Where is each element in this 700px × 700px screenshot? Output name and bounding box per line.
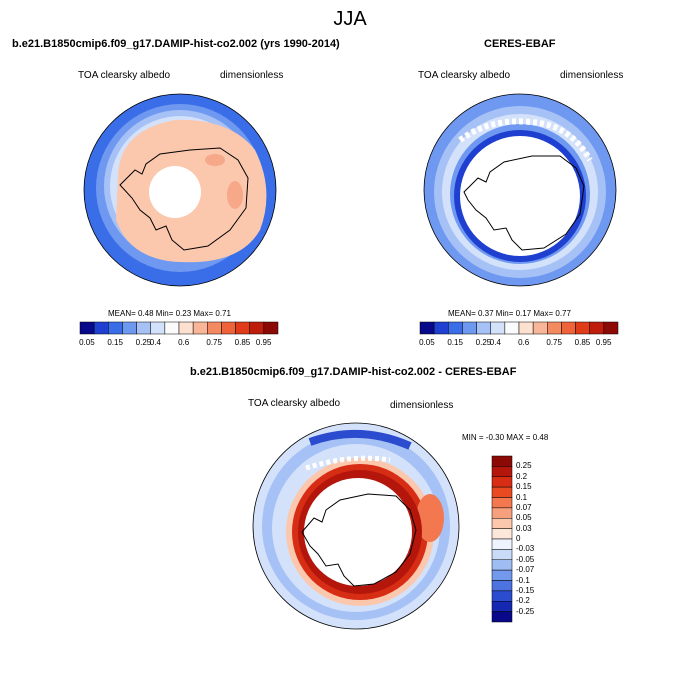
colorbar-swatch xyxy=(433,321,449,335)
colorbar-swatch xyxy=(207,321,222,335)
colorbar-swatch xyxy=(462,321,477,335)
colorbar-swatch xyxy=(192,321,208,335)
colorbar-tick-label: 0.05 xyxy=(419,338,435,347)
colorbar-swatch xyxy=(122,321,137,335)
model-units-label: dimensionless xyxy=(220,70,284,81)
colorbar-swatch xyxy=(491,611,513,623)
colorbar-tick-label: 0.85 xyxy=(574,338,591,347)
colorbar-swatch xyxy=(150,321,166,335)
colorbar-swatch xyxy=(476,321,491,335)
colorbar-tick-label: 0.25 xyxy=(475,338,492,347)
colorbar-tick-label: -0.2 xyxy=(516,596,530,606)
model-polar-map xyxy=(83,93,277,287)
colorbar-swatch xyxy=(518,321,534,335)
model-colorbar-labels: 0.05 0.15 0.25 0.4 0.6 0.75 0.85 0.95 xyxy=(79,338,278,348)
obs-colorbar-labels: 0.05 0.15 0.25 0.4 0.6 0.75 0.85 0.95 xyxy=(419,338,618,348)
colorbar-tick-label: 0.25 xyxy=(516,461,532,471)
colorbar-swatch xyxy=(491,497,513,509)
model-colorbar xyxy=(79,321,279,335)
colorbar-tick-label: 0.15 xyxy=(447,338,463,347)
colorbar-swatch xyxy=(491,580,513,592)
colorbar-swatch xyxy=(491,601,513,612)
model-variable-label: TOA clearsky albedo xyxy=(78,70,171,81)
obs-polar-map xyxy=(423,93,617,287)
colorbar-swatch xyxy=(419,321,435,335)
colorbar-swatch xyxy=(249,321,265,335)
model-stats: MEAN= 0.48 Min= 0.23 Max= 0.71 xyxy=(108,309,231,318)
colorbar-swatch xyxy=(491,559,513,571)
colorbar-tick-label: 0.15 xyxy=(516,482,532,492)
colorbar-swatch xyxy=(448,321,463,335)
colorbar-swatch xyxy=(490,321,506,335)
colorbar-swatch xyxy=(235,321,250,335)
colorbar-tick-label: 0.05 xyxy=(79,338,95,347)
colorbar-swatch xyxy=(491,486,513,498)
obs-variable-label: TOA clearsky albedo xyxy=(418,70,511,81)
colorbar-tick-label: -0.07 xyxy=(516,565,535,575)
model-panel-title: b.e21.B1850cmip6.f09_g17.DAMIP-hist-co2.… xyxy=(12,38,340,50)
diff-colorbar-labels: 0.25 0.2 0.15 0.1 0.07 0.05 0.03 0 -0.03 -0.05 -0.… xyxy=(516,456,566,622)
colorbar-swatch xyxy=(561,321,576,335)
obs-units-label: dimensionless xyxy=(560,70,624,81)
colorbar-swatch xyxy=(164,321,180,335)
colorbar-tick-label: 0.15 xyxy=(107,338,123,347)
diff-variable-label: TOA clearsky albedo xyxy=(248,398,341,409)
colorbar-tick-label: 0.95 xyxy=(595,338,612,347)
colorbar-swatch xyxy=(589,321,605,335)
colorbar-swatch xyxy=(93,321,109,335)
season-title: JJA xyxy=(333,8,367,30)
colorbar-tick-label: 0.07 xyxy=(516,502,532,512)
colorbar-tick-label: 0.2 xyxy=(516,471,528,481)
colorbar-swatch xyxy=(491,590,513,602)
colorbar-swatch xyxy=(491,528,513,540)
colorbar-swatch xyxy=(221,321,236,335)
diff-panel-title: b.e21.B1850cmip6.f09_g17.DAMIP-hist-co2.… xyxy=(190,366,517,378)
diff-polar-map xyxy=(252,422,460,630)
colorbar-swatch xyxy=(79,321,95,335)
colorbar-swatch xyxy=(178,321,194,335)
colorbar-tick-label: 0.03 xyxy=(516,523,532,533)
colorbar-swatch xyxy=(547,321,562,335)
colorbar-swatch xyxy=(575,321,590,335)
colorbar-tick-label: 0.05 xyxy=(516,513,532,523)
colorbar-tick-label: 0.4 xyxy=(489,338,501,347)
obs-colorbar xyxy=(419,321,619,335)
colorbar-tick-label: 0 xyxy=(516,534,521,543)
colorbar-tick-label: 0.25 xyxy=(135,338,152,347)
colorbar-swatch xyxy=(532,321,548,335)
colorbar-swatch xyxy=(491,455,513,467)
colorbar-tick-label: 0.1 xyxy=(516,492,528,502)
colorbar-tick-label: 0.4 xyxy=(149,338,161,347)
colorbar-tick-label: -0.25 xyxy=(516,606,535,616)
colorbar-swatch xyxy=(491,538,513,550)
colorbar-swatch xyxy=(491,518,513,529)
obs-stats: MEAN= 0.37 Min= 0.17 Max= 0.77 xyxy=(448,309,571,318)
colorbar-tick-label: -0.03 xyxy=(516,544,535,554)
colorbar-tick-label: -0.05 xyxy=(516,554,535,564)
colorbar-tick-label: 0.85 xyxy=(234,338,251,347)
colorbar-swatch xyxy=(491,569,513,581)
colorbar-tick-label: -0.15 xyxy=(516,585,535,595)
colorbar-tick-label: 0.95 xyxy=(255,338,272,347)
diff-colorbar xyxy=(491,455,513,623)
colorbar-swatch xyxy=(504,321,520,335)
obs-panel-title: CERES-EBAF xyxy=(484,38,556,50)
colorbar-swatch xyxy=(491,466,513,477)
colorbar-swatch xyxy=(491,549,513,560)
colorbar-swatch xyxy=(108,321,123,335)
colorbar-tick-label: 0.75 xyxy=(206,338,222,347)
colorbar-swatch xyxy=(136,321,151,335)
colorbar-swatch xyxy=(263,321,279,335)
colorbar-tick-label: 0.6 xyxy=(518,338,530,347)
colorbar-swatch xyxy=(603,321,619,335)
colorbar-swatch xyxy=(491,476,513,488)
colorbar-swatch xyxy=(491,507,513,519)
colorbar-tick-label: 0.6 xyxy=(178,338,190,347)
colorbar-tick-label: -0.1 xyxy=(516,575,530,585)
diff-stats: MIN = -0.30 MAX = 0.48 xyxy=(462,433,549,442)
diff-units-label: dimensionless xyxy=(390,400,454,411)
colorbar-tick-label: 0.75 xyxy=(546,338,562,347)
